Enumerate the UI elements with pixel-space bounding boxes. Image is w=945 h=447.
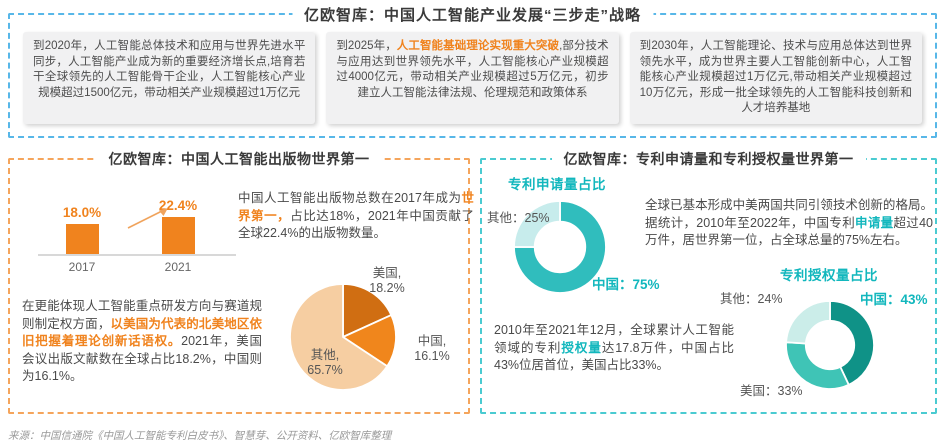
pie-label-china: 中国, 16.1% — [414, 334, 450, 363]
publications-panel: 亿欧智库：中国人工智能出版物世界第一 18.0% 22.4% 2017 2021 中… — [8, 149, 474, 414]
source-note: 来源：中国信通院《中国人工智能专利白皮书》、智慧芽、公开资料、亿欧智库整理 — [8, 430, 392, 442]
publications-intro-text: 中国人工智能出版物总数在2017年成为世界第一，占比达18%，2021年中国贡献… — [238, 190, 474, 243]
patents-panel-title: 亿欧智库：专利申请量和专利授权量世界第一 — [551, 149, 866, 169]
bar-tick-label: 2017 — [68, 260, 96, 274]
donut1-label-china: 中国：75% — [592, 277, 660, 292]
patent-applications-donut-chart — [512, 199, 608, 300]
publications-panel-title: 亿欧智库：中国人工智能出版物世界第一 — [96, 149, 382, 169]
highlighted-text: 申请量 — [855, 215, 894, 230]
highlighted-text: 世界第一， — [238, 191, 474, 223]
pie-slice-中国 — [342, 314, 397, 368]
pie-slice-其他 — [785, 300, 831, 345]
text-segment: 超过40万件，居世界第一位，占全球总量的75%左右。 — [645, 215, 933, 248]
bar-plot-area: 18.0% 22.4% — [38, 178, 236, 256]
text-segment: 中国人工智能出版物总数在2017年成为 — [238, 191, 462, 205]
text-segment: 到2020年，人工智能总体技术和应用与世界先进水平同步，人工智能产业成为新的重要… — [33, 40, 306, 99]
text-segment: 2010年至2021年12月，全球累计人工智能领域的专利 — [494, 323, 734, 355]
milestone-2025: 到2025年，人工智能基础理论实现重大突破,部分技术与应用达到世界领先水平，人工… — [326, 32, 619, 124]
text-segment: 2021年，美国会议出版文献数在全球占比18.2%，中国则为16.1%。 — [22, 334, 262, 383]
milestone-row: 到2020年，人工智能总体技术和应用与世界先进水平同步，人工智能产业成为新的重要… — [10, 15, 935, 124]
donut1-label-other: 其他：25% — [487, 211, 550, 225]
strategy-panel-title: 亿欧智库：中国人工智能产业发展“三步走”战略 — [291, 4, 654, 25]
patent-grants-donut-chart — [784, 299, 876, 396]
highlighted-text: 以美国为代表的北美地区依旧把握着理论创新话语权。 — [22, 316, 262, 349]
bar-tick-label: 2021 — [164, 260, 192, 274]
patent-applications-text: 全球已基本形成中美两国共同引领技术创新的格局。据统计，2010年至2022年，中… — [645, 197, 933, 250]
bar-value-label: 22.4% — [158, 198, 198, 214]
pie-label-other: 其他, 65.7% — [307, 348, 343, 377]
bar-group: 22.4% — [150, 198, 206, 254]
bar — [161, 217, 195, 254]
milestone-2020: 到2020年，人工智能总体技术和应用与世界先进水平同步，人工智能产业成为新的重要… — [23, 32, 316, 124]
pie-label-us: 美国, 18.2% — [369, 266, 405, 295]
milestone-2030: 到2030年，人工智能理论、技术与应用总体达到世界领先水平，成为世界主要人工智能… — [629, 32, 922, 124]
highlighted-text: 授权量 — [561, 340, 602, 355]
bar-axis-labels: 2017 2021 — [38, 260, 238, 274]
highlighted-text: 人工智能基础理论实现重大突破 — [396, 40, 560, 52]
bar-group: 18.0% — [54, 205, 110, 254]
strategy-panel: 亿欧智库：中国人工智能产业发展“三步走”战略 到2020年，人工智能总体技术和应… — [8, 4, 937, 138]
text-segment: ,部分技术与应用达到世界领先水平，人工智能核心产业规模超过4000亿元，带动相关… — [336, 40, 609, 99]
text-segment: 全球已基本形成中美两国共同引领技术创新的格局。据统计，2010年至2022年，中… — [645, 198, 933, 230]
patents-panel: 亿欧智库：专利申请量和专利授权量世界第一 专利申请量占比 其他：25% 中国：7… — [480, 149, 937, 414]
pie-slice-其他 — [289, 283, 389, 391]
text-segment: 到2030年，人工智能理论、技术与应用总体达到世界领先水平，成为世界主要人工智能… — [639, 40, 912, 114]
conference-publications-pie-chart — [288, 282, 398, 397]
donut2-label-china: 中国：43% — [860, 292, 928, 307]
growth-arrow-icon — [127, 208, 168, 229]
patent-grants-text: 2010年至2021年12月，全球累计人工智能领域的专利授权量达17.8万件，中… — [494, 322, 734, 375]
patent-grants-donut-title: 专利授权量占比 — [780, 268, 878, 283]
text-segment: 到2025年， — [336, 40, 397, 52]
bar-value-label: 18.0% — [62, 205, 102, 221]
text-segment: 在更能体现人工智能重点研发方向与赛道规则制定权方面， — [22, 299, 262, 331]
publication-share-bar-chart: 18.0% 22.4% 2017 2021 — [38, 178, 238, 274]
text-segment: 占比达18%，2021年中国贡献了全球22.4%的出版物数量。 — [238, 208, 474, 241]
text-segment: 达17.8万件，中国占比43%位居首位，美国占比33%。 — [494, 340, 734, 373]
publications-detail-text: 在更能体现人工智能重点研发方向与赛道规则制定权方面，以美国为代表的北美地区依旧把… — [22, 298, 262, 386]
pie-slice-中国 — [829, 300, 875, 386]
bar — [65, 224, 99, 254]
patent-applications-donut-title: 专利申请量占比 — [508, 177, 606, 192]
pie-slice-其他 — [513, 200, 561, 248]
pie-slice-中国 — [513, 200, 607, 294]
donut2-label-us: 美国：33% — [740, 384, 803, 398]
pie-slice-美国 — [342, 283, 393, 338]
donut2-label-other: 其他：24% — [720, 292, 783, 306]
